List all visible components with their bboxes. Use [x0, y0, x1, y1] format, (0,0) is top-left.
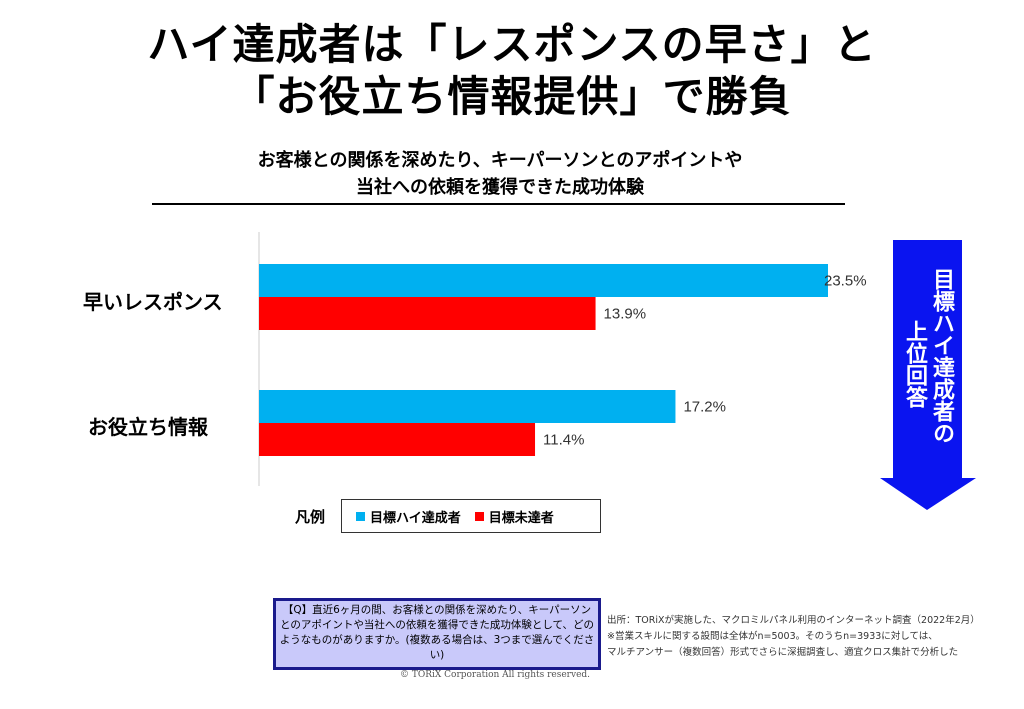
legend-swatch-nonachievers: [474, 511, 484, 521]
legend: 目標ハイ達成者 目標未達者: [341, 499, 601, 533]
arrow-text-1: 目標ハイ達成者の: [929, 268, 954, 444]
category-label: 早いレスポンス: [83, 290, 223, 314]
source-note: 出所：TORiXが実施した、マクロミルパネル利用のインターネット調査（2022年…: [607, 613, 980, 661]
legend-swatch-achievers: [356, 511, 365, 521]
arrow-text-2: 上位回答: [902, 320, 927, 408]
down-arrow-icon: [880, 240, 976, 510]
data-label: 13.9%: [604, 306, 647, 323]
bar: [259, 390, 676, 423]
data-label: 23.5%: [824, 273, 867, 290]
legend-label-achievers: 目標ハイ達成者: [370, 510, 461, 526]
question-box: 【Q】直近6ヶ月の間、お客様との関係を深めたり、キーパーソンとのアポイントや当社…: [273, 598, 601, 670]
subtitle-line-1: お客様との関係を深めたり、キーパーソンとのアポイントや: [257, 150, 743, 171]
category-label: お役立ち情報: [88, 415, 208, 439]
data-label: 11.4%: [543, 432, 584, 449]
bar: [259, 264, 828, 297]
source-line-2: ※営業スキルに関する設問は全体がn=5003。そのうちn=3933に対しては、: [607, 631, 938, 642]
data-label: 17.2%: [683, 399, 726, 416]
source-line-3: マルチアンサー（複数回答）形式でさらに深掘調査し、適宜クロス集計で分析した: [607, 647, 959, 658]
legend-label-nonachievers: 目標未達者: [488, 510, 554, 526]
legend-title: 凡例: [295, 508, 326, 526]
subtitle-line-2: 当社への依頼を獲得できた成功体験: [356, 177, 644, 198]
source-line-1: 出所：TORiXが実施した、マクロミルパネル利用のインターネット調査（2022年…: [607, 615, 980, 626]
bar: [259, 423, 536, 456]
title-line-1: ハイ達成者は「レスポンスの早さ」と: [147, 20, 877, 69]
subtitle-underline: [152, 203, 845, 205]
title-line-2: 「お役立ち情報提供」で勝負: [232, 72, 792, 121]
bar: [259, 297, 596, 330]
copyright: © TORiX Corporation All rights reserved.: [399, 670, 591, 680]
